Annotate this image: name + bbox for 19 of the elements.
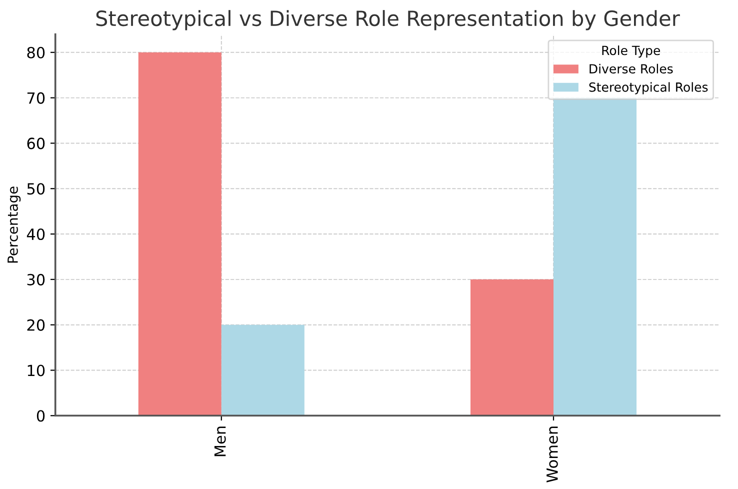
bar [221,324,304,416]
y-tick-label: 60 [27,138,45,150]
y-tick-label: 80 [27,46,45,58]
x-tick-label: Men [214,426,226,456]
y-tick-label: 0 [36,410,45,422]
y-tick-label: 40 [26,228,45,240]
x-tick-label: Women [546,426,558,482]
chart-title: Stereotypical vs Diverse Role Representation by Gender [96,10,680,30]
y-tick-label: 30 [27,274,45,286]
y-axis-title: Percentage [8,186,21,263]
y-tick-label: 10 [28,364,45,376]
bar [138,52,222,416]
bar [470,279,554,416]
y-tick-label: 50 [27,183,45,195]
y-tick-label: 70 [27,92,45,104]
legend-label: Diverse Roles [590,64,673,74]
legend-label: Stereotypical Roles [589,82,708,94]
legend-title: Role Type [602,45,660,58]
y-tick-label: 20 [27,319,45,331]
